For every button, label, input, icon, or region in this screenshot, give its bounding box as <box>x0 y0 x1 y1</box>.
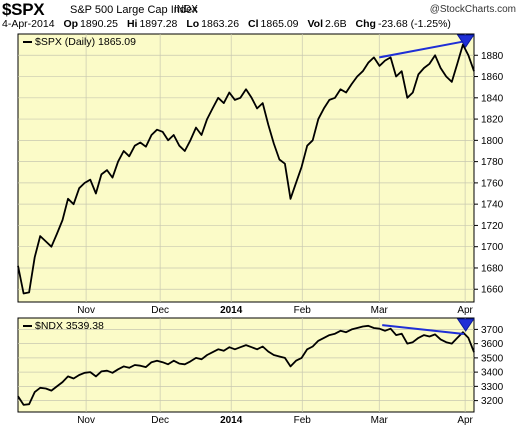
ndx-xtick-label: Apr <box>457 415 473 426</box>
ndx-xtick-label: Mar <box>371 415 389 426</box>
chart-header: $SPX S&P 500 Large Cap Index INDX @Stock… <box>0 0 520 34</box>
spx-xtick-label: Apr <box>457 305 473 316</box>
spx-xtick-label: Feb <box>294 305 312 316</box>
ndx-xtick-label: Dec <box>151 415 169 426</box>
ndx-xtick-label: Nov <box>77 415 95 426</box>
spx-ytick-label: 1840 <box>481 93 504 104</box>
index-name: S&P 500 Large Cap Index <box>70 4 198 16</box>
spx-ytick-label: 1700 <box>481 242 504 253</box>
spx-trendline <box>379 40 465 59</box>
spx-ytick-label: 1780 <box>481 157 504 168</box>
spx-price-line <box>17 43 475 295</box>
volume-value: 2.6B <box>325 18 347 30</box>
spx-ytick-label: 1680 <box>481 263 504 274</box>
spx-ytick-label: 1860 <box>481 72 504 83</box>
spx-ytick-label: 1660 <box>481 285 504 296</box>
spx-ytick-label: 1820 <box>481 115 504 126</box>
ndx-ytick-label: 3300 <box>481 382 504 393</box>
close-value: 1865.09 <box>260 18 299 30</box>
ndx-ytick-label: 3600 <box>481 339 504 350</box>
spx-ytick-label: 1720 <box>481 221 504 232</box>
change-value: -23.68 (-1.25%) <box>377 18 451 30</box>
change-label: Chg <box>355 18 376 30</box>
ndx-arrow-marker <box>456 318 475 332</box>
ndx-ytick-label: 3400 <box>481 368 504 379</box>
ndx-legend-label: $NDX 3539.38 <box>35 320 104 332</box>
watermark: @StockCharts.com <box>429 4 516 15</box>
high-value: 1897.28 <box>139 18 178 30</box>
ndx-xtick-label: 2014 <box>220 415 243 426</box>
price-stats: 4-Apr-2014 Op 1890.25 Hi 1897.28 Lo 1863.26… <box>2 18 457 30</box>
ndx-panel-background <box>17 317 475 413</box>
quote-date: 4-Apr-2014 <box>2 18 55 30</box>
ndx-trendline <box>382 324 465 335</box>
ndx-price-line <box>17 324 475 406</box>
close-label: Cl <box>248 18 259 30</box>
spx-arrow-marker <box>456 34 475 48</box>
spx-xtick-label: Dec <box>151 305 169 316</box>
ndx-xtick-label: Feb <box>294 415 312 426</box>
ticker-symbol: $SPX <box>2 0 45 19</box>
high-label: Hi <box>126 18 138 30</box>
low-value: 1863.26 <box>201 18 240 30</box>
spx-legend-label: $SPX (Daily) 1865.09 <box>35 36 136 48</box>
ndx-ytick-label: 3500 <box>481 353 504 364</box>
index-exchange: INDX <box>174 4 198 15</box>
ndx-ytick-label: 3200 <box>481 396 504 407</box>
spx-ytick-label: 1760 <box>481 178 504 189</box>
volume-label: Vol <box>307 18 323 30</box>
spx-ytick-label: 1880 <box>481 51 504 62</box>
spx-xtick-label: Mar <box>371 305 389 316</box>
open-label: Op <box>63 18 79 30</box>
spx-ytick-label: 1800 <box>481 136 504 147</box>
spx-ytick-label: 1740 <box>481 200 504 211</box>
spx-xtick-label: 2014 <box>220 305 243 316</box>
spx-panel-background <box>17 33 475 303</box>
spx-xtick-label: Nov <box>77 305 95 316</box>
low-label: Lo <box>186 18 200 30</box>
open-value: 1890.25 <box>80 18 119 30</box>
ndx-ytick-label: 3700 <box>481 325 504 336</box>
